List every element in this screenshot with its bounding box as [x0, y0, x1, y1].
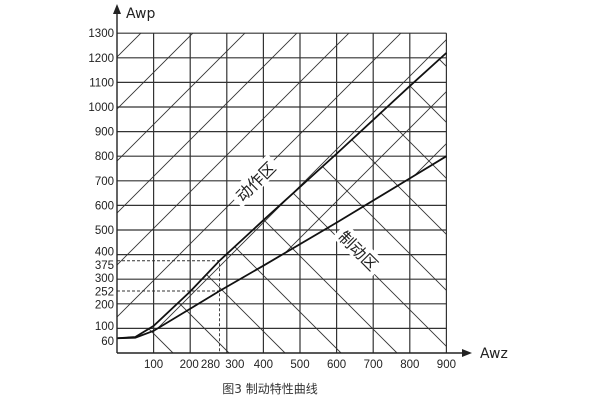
- label-backing: [332, 223, 386, 277]
- y-tick-label: 300: [95, 273, 114, 285]
- hatch-line: [489, 53, 600, 353]
- reference-dashed-lines: [117, 260, 220, 353]
- hatch-line: [497, 0, 600, 353]
- hatch-line: [184, 33, 447, 339]
- braking-characteristic-curve: [116, 155, 447, 340]
- y-tick-label: 500: [95, 225, 114, 237]
- x-tick-label: 800: [400, 359, 419, 371]
- y-tick-label: 1100: [89, 77, 114, 89]
- hatch-line: [117, 33, 447, 339]
- y-tick-label: 600: [95, 200, 114, 212]
- braking-zone-label-group: 制动区: [332, 223, 386, 277]
- hatch-line: [117, 33, 170, 339]
- x-tick-label: 100: [144, 359, 163, 371]
- y-axis-label: Awp: [126, 6, 155, 22]
- x-tick-label: 400: [254, 359, 273, 371]
- y-tick-label: 100: [95, 321, 114, 333]
- y-tick-label: 252: [95, 287, 114, 299]
- hatch-line: [236, 33, 447, 339]
- chart-title: 图3 制动特性曲线: [222, 382, 318, 396]
- hatch-line: [117, 52, 230, 353]
- y-tick-label: 60: [101, 336, 114, 348]
- y-tick-label: 900: [95, 127, 114, 139]
- x-tick-label: 300: [225, 359, 244, 371]
- x-tick-label: 200: [180, 359, 199, 371]
- y-tick-label: 700: [95, 176, 114, 188]
- hatch-line: [376, 52, 447, 353]
- y-tick-label: 375: [95, 260, 114, 272]
- y-axis-arrow-icon: [113, 4, 121, 14]
- braking-zone-label: 制动区: [334, 227, 381, 274]
- x-tick-label: 600: [327, 359, 346, 371]
- x-tick-label: 280: [201, 359, 220, 371]
- action-characteristic-curve: [116, 52, 448, 340]
- x-axis-label: Awz: [480, 346, 508, 362]
- hatch-line: [132, 33, 447, 339]
- hatch-line: [117, 33, 378, 339]
- hatch-line: [152, 52, 447, 353]
- hatch-line: [117, 52, 174, 353]
- hatch-line: [320, 52, 447, 353]
- x-tick-label: 500: [290, 359, 309, 371]
- x-tick-label: 900: [437, 359, 456, 371]
- y-tick-label: 800: [95, 151, 114, 163]
- hatch-line: [392, 33, 447, 339]
- y-tick-label: 400: [95, 247, 114, 259]
- y-tick-label: 1300: [88, 28, 114, 40]
- hatch-line: [117, 33, 326, 339]
- hatch-line: [208, 52, 447, 353]
- hatch-line: [340, 33, 447, 339]
- y-tick-label: 1000: [88, 102, 114, 114]
- x-axis-arrow-icon: [462, 349, 472, 357]
- hatch-line: [432, 52, 447, 353]
- y-tick-label: 200: [95, 300, 114, 312]
- x-tick-label: 700: [364, 359, 383, 371]
- hatch-line: [264, 52, 447, 353]
- label-backing: [228, 154, 282, 208]
- hatch-line: [444, 33, 447, 339]
- y-tick-label: 1200: [88, 53, 114, 65]
- action-zone-label: 动作区: [232, 158, 279, 205]
- hatch-line: [117, 33, 430, 339]
